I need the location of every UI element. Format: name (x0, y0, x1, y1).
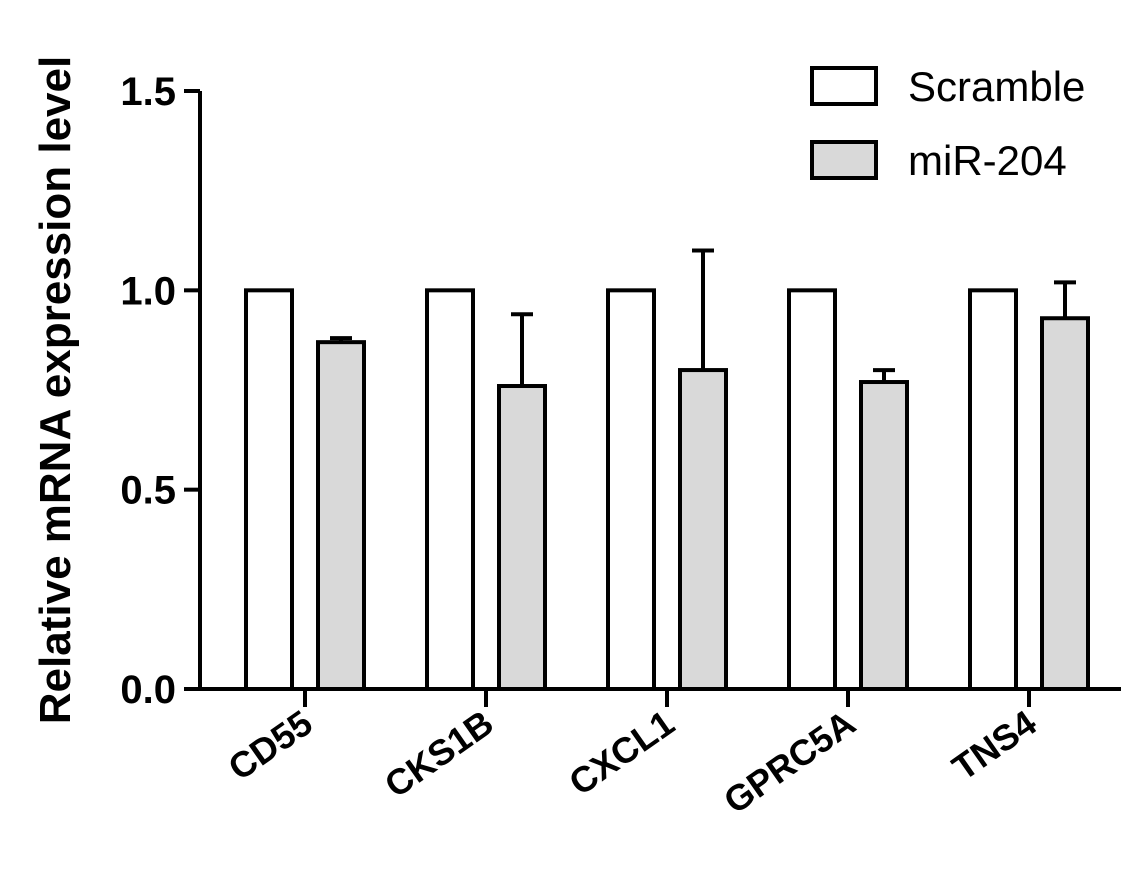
bar-scramble-cxcl1 (606, 288, 656, 691)
bar-mir-204-gprc5a (859, 380, 909, 691)
x-tick-label: GPRC5A (716, 702, 862, 822)
bar-mir-204-tns4 (1040, 316, 1090, 691)
bar-scramble-gprc5a (787, 288, 837, 691)
y-axis-label: Relative mRNA expression level (31, 56, 80, 724)
y-tick-label: 1.5 (120, 70, 176, 114)
legend-label-mir-204: miR-204 (908, 137, 1067, 184)
legend-swatch-mir-204 (810, 140, 878, 180)
legend-swatch-scramble (810, 66, 878, 106)
x-tick-label: CD55 (221, 702, 320, 788)
bar-scramble-cd55 (244, 288, 294, 691)
legend: Scramble miR-204 (810, 63, 1085, 184)
bar-mir-204-cxcl1 (678, 368, 728, 691)
bar-scramble-cks1b (425, 288, 475, 691)
bar-scramble-tns4 (968, 288, 1018, 691)
y-tick-label: 0.5 (120, 469, 176, 513)
y-tick-label: 0.0 (120, 668, 176, 712)
x-tick-label: TNS4 (945, 702, 1044, 788)
bar-mir-204-cks1b (497, 384, 547, 691)
bar-mir-204-cd55 (316, 340, 366, 691)
x-tick-label: CXCL1 (561, 702, 681, 803)
y-tick-label: 1.0 (120, 269, 176, 313)
x-tick-label: CKS1B (377, 702, 500, 806)
legend-label-scramble: Scramble (908, 63, 1085, 110)
